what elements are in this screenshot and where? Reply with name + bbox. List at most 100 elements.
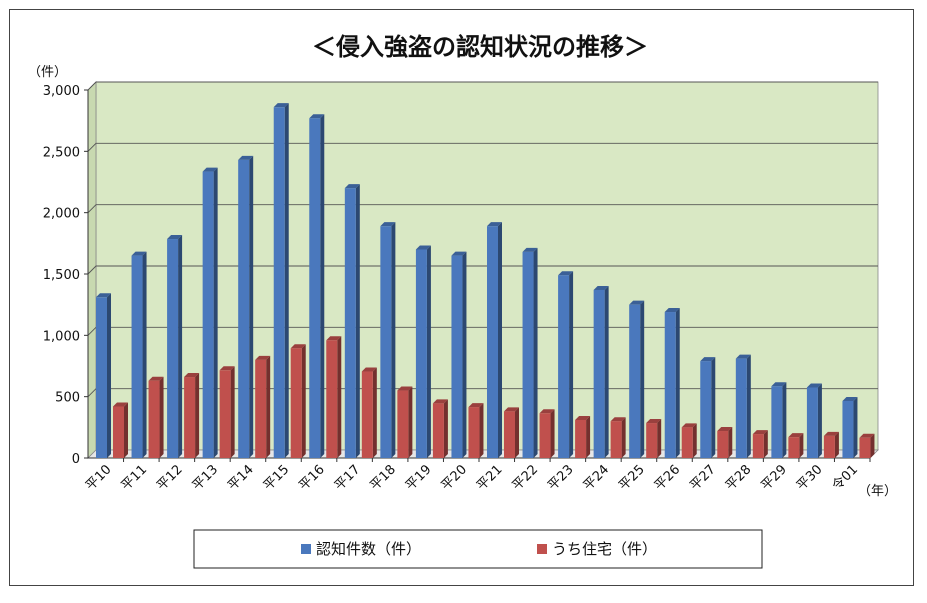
bar-total [629, 304, 641, 458]
bar-side [692, 423, 697, 458]
bar-total [842, 400, 854, 458]
bar-top [238, 155, 254, 160]
bar-side [817, 383, 822, 458]
bar-top [752, 430, 768, 435]
bar-top [273, 103, 289, 108]
bar-top [842, 396, 858, 401]
bar-top [487, 222, 502, 227]
bar-top [539, 409, 555, 414]
bar-residential [432, 403, 444, 458]
bar-side [550, 409, 555, 458]
bar-top [326, 336, 342, 341]
gridline [87, 265, 878, 275]
bar-top [397, 386, 413, 391]
bar-top [575, 415, 591, 420]
bar-residential [717, 431, 729, 458]
bar-top [148, 376, 164, 381]
x-tick-label: 平17 [332, 462, 363, 493]
bar-top [184, 373, 200, 378]
bar-top [96, 293, 111, 298]
bar-side [675, 308, 680, 458]
bar-side [391, 222, 396, 458]
bar-side [853, 396, 858, 458]
bar-side [159, 376, 164, 458]
x-tick-label: 平11 [119, 462, 150, 493]
legend-label-total: 認知件数（件） [316, 540, 421, 558]
bar-side [834, 431, 839, 458]
bar-total [451, 255, 463, 458]
bar-total [202, 171, 214, 458]
bar-top [504, 407, 519, 412]
x-tick-label: 令01 [830, 462, 861, 493]
x-tick-label: 平18 [367, 462, 398, 493]
bar-residential [752, 434, 764, 458]
bar-residential [113, 406, 124, 458]
bar-top [717, 427, 733, 432]
bar-residential [184, 377, 196, 458]
bar-total [700, 361, 712, 458]
bar-top [255, 355, 271, 360]
bar-residential [646, 423, 658, 458]
bar-total [664, 312, 676, 458]
bar-side [266, 355, 271, 458]
bar-top [806, 383, 822, 388]
x-tick-label: 平12 [154, 462, 185, 493]
bar-residential [575, 419, 587, 458]
bar-top [735, 354, 751, 359]
bar-residential [255, 359, 267, 458]
bar-side [515, 407, 519, 458]
bar-residential [219, 370, 231, 458]
bar-side [284, 103, 289, 458]
y-tick-label: 3,000 [43, 84, 80, 99]
legend: 認知件数（件） うち住宅（件） [193, 529, 763, 569]
bar-residential [539, 413, 551, 458]
bar-side [728, 427, 733, 458]
bar-total [167, 239, 179, 458]
bar-total [487, 226, 498, 458]
bar-residential [681, 427, 693, 458]
bar-top [664, 308, 680, 313]
bar-top [788, 433, 804, 438]
bar-top [593, 285, 609, 290]
y-tick-label: 500 [55, 391, 80, 406]
bar-top [167, 235, 183, 240]
bar-residential [397, 390, 409, 458]
bar-side [230, 366, 235, 458]
bar-side [782, 382, 787, 458]
legend-swatch-total [301, 544, 311, 554]
bar-residential [504, 411, 515, 458]
bar-side [604, 285, 609, 458]
gridline [87, 81, 878, 91]
bar-residential [788, 437, 800, 458]
bar-side [640, 300, 645, 458]
bar-side [462, 251, 467, 458]
x-tick-label: 平16 [296, 462, 327, 493]
legend-label-residential: うち住宅（件） [552, 540, 657, 558]
bar-side [657, 419, 662, 458]
bar-side [443, 399, 448, 458]
bar-side [195, 373, 200, 458]
bar-side [621, 417, 626, 458]
bar-side [799, 433, 804, 458]
bar-side [107, 293, 111, 458]
bar-side [355, 184, 360, 458]
bar-residential [290, 348, 302, 458]
y-axis-unit: （件） [28, 65, 67, 80]
bar-total [522, 251, 534, 458]
bar-top [823, 431, 839, 436]
x-tick-label: 平10 [83, 462, 114, 493]
bar-top [432, 399, 448, 404]
bar-top [415, 245, 431, 250]
bar-side [301, 344, 306, 458]
x-tick-label: 平23 [545, 462, 576, 493]
y-tick-label: 1,000 [43, 329, 80, 344]
bar-side [498, 222, 502, 458]
x-tick-label: 平24 [581, 462, 612, 493]
bar-residential [823, 435, 835, 458]
chart-title: ＜侵入強盗の認知状況の推移＞ [312, 33, 648, 61]
bar-top [380, 222, 396, 227]
bar-top [361, 367, 377, 372]
bar-total [380, 226, 392, 458]
bar-side [337, 336, 342, 458]
bar-side [711, 357, 716, 458]
